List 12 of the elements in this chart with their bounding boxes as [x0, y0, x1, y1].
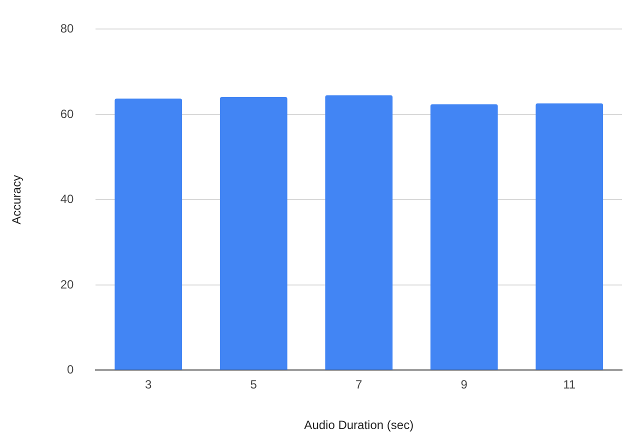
y-tick-label: 0 [67, 362, 74, 377]
x-axis-title: Audio Duration (sec) [304, 418, 414, 432]
x-tick-label: 11 [563, 378, 576, 392]
x-tick-label: 9 [460, 378, 468, 392]
y-tick-label: 40 [60, 192, 74, 206]
y-tick-label: 80 [60, 22, 74, 36]
y-axis-title: Accuracy [10, 175, 24, 224]
x-tick-label: 7 [356, 378, 363, 392]
y-tick-label: 20 [60, 277, 74, 292]
x-tick-label: 3 [145, 378, 152, 392]
x-tick-label: 5 [250, 378, 258, 392]
y-tick-label: 60 [60, 106, 74, 121]
